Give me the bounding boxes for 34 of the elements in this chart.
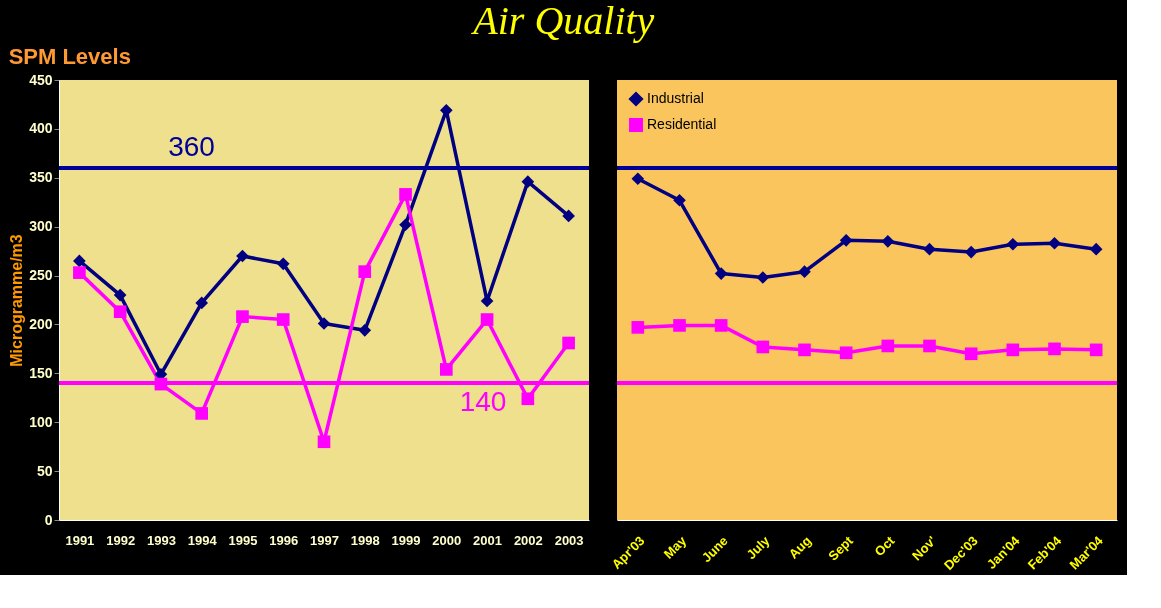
y-tick-label: 450 [29,71,53,88]
y-tick-label: 200 [29,315,53,332]
x-tick-label: May [660,532,690,562]
x-tick-label: 1993 [146,532,176,548]
ref-line-label: 360 [168,131,215,162]
ref-line-label: 140 [459,386,507,418]
x-tick-label: 2001 [473,532,503,548]
y-tick-label: 50 [36,462,53,479]
y-tick-label: 300 [29,218,53,235]
x-tick-label: 1997 [310,532,339,548]
y-tick-label: 100 [29,413,53,430]
legend-label: Residential [647,116,717,132]
x-tick-label: Aug [785,533,815,562]
y-tick-label: 0 [44,511,53,528]
y-axis-title: Microgramme/m3 [8,234,26,367]
x-tick-label: 1998 [350,532,380,548]
x-tick-label: 1992 [106,532,136,548]
x-tick-label: Oct [871,532,898,560]
y-tick-label: 400 [29,120,53,137]
x-tick-label: 2003 [554,532,584,548]
x-tick-label: 1999 [391,532,421,548]
x-tick-label: 2002 [513,532,543,548]
x-tick-label: 1991 [65,532,95,548]
y-tick-label: 150 [29,364,53,381]
chart-title: Air Quality [470,0,655,43]
x-tick-label: 1994 [187,532,218,548]
legend-label: Industrial [647,90,704,106]
x-tick-label: July [743,532,774,563]
x-tick-label: 1995 [228,532,258,548]
chart-subtitle: SPM Levels [8,44,131,69]
x-tick-label: 1996 [269,532,299,548]
x-tick-label: 2000 [432,532,462,548]
y-tick-label: 350 [29,169,53,186]
y-tick-label: 250 [29,267,53,284]
